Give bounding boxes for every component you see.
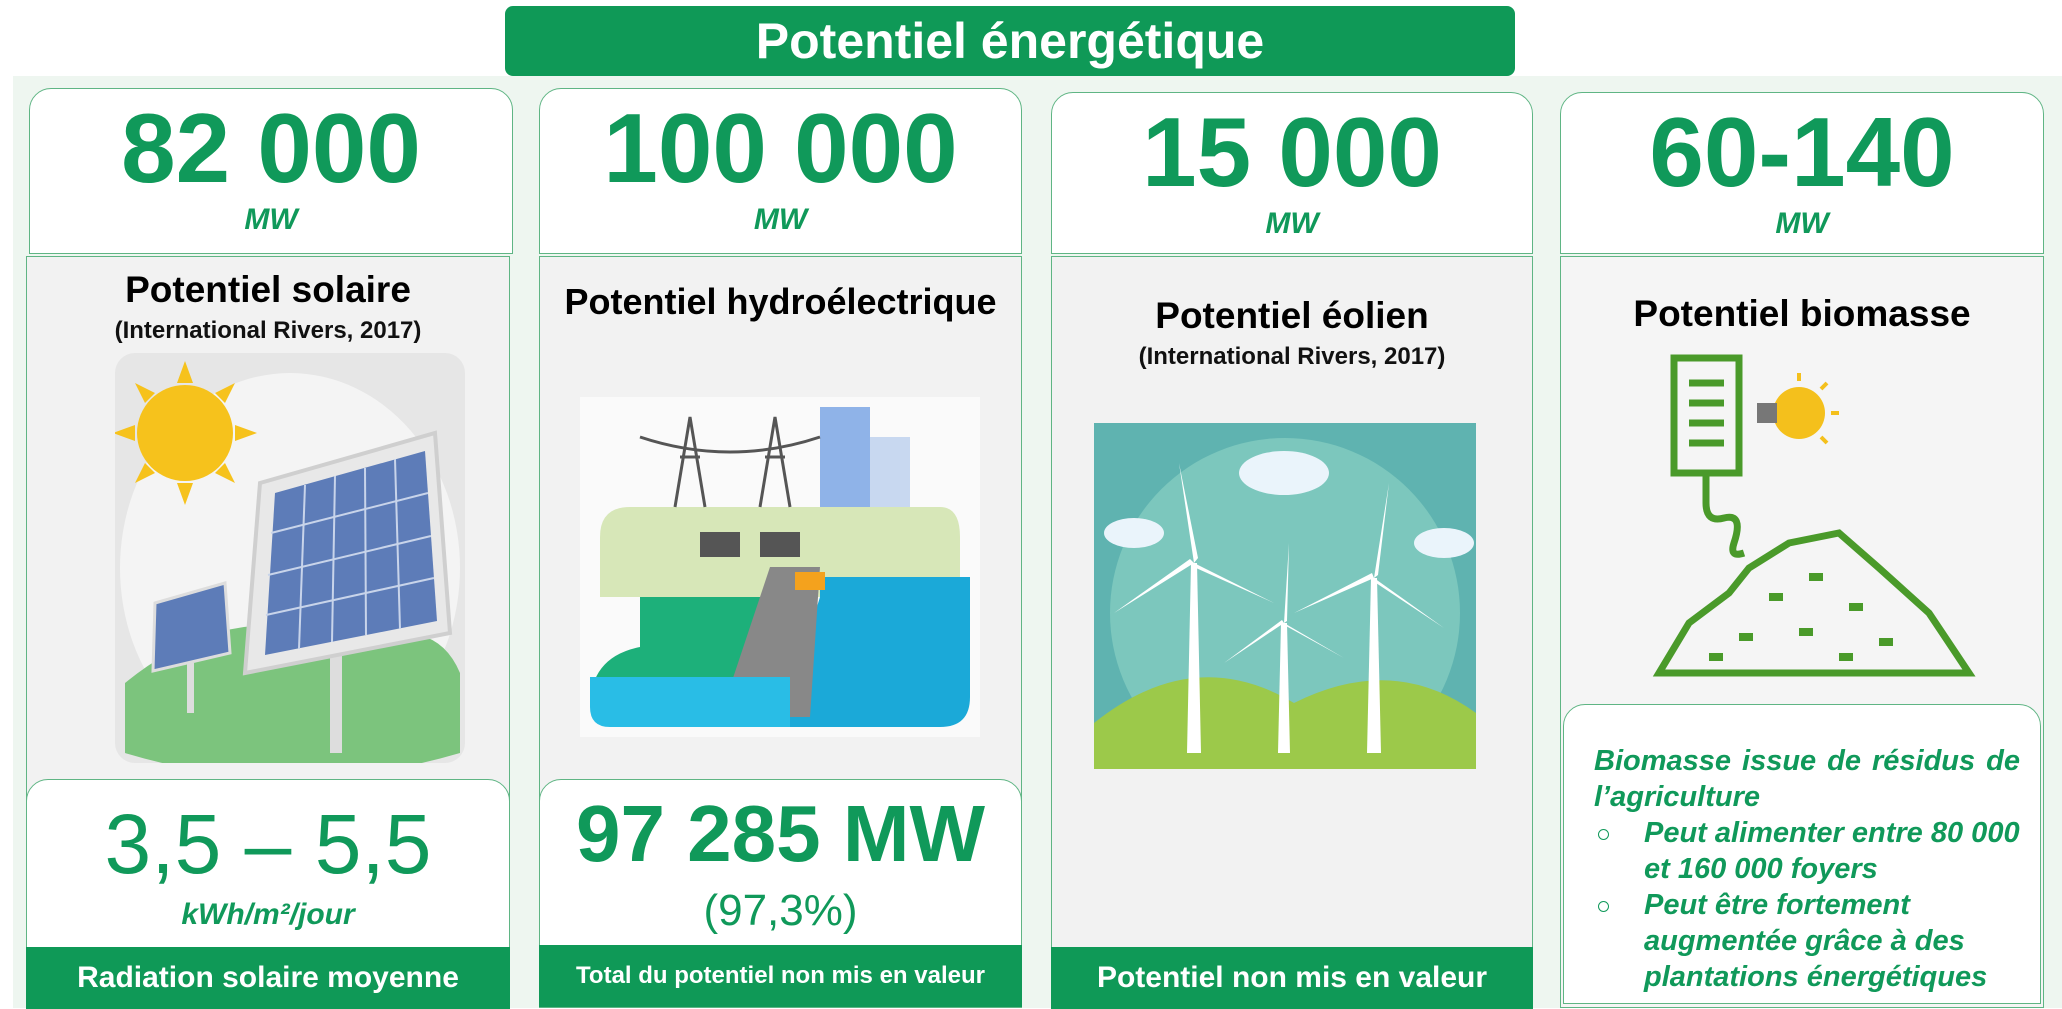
- value: 82 000: [30, 99, 512, 197]
- bullet-list: Peut alimenter entre 80 000 et 160 000 f…: [1594, 815, 2020, 995]
- solar-illustration: [115, 353, 465, 763]
- unit: MW: [1561, 207, 2043, 241]
- value: 100 000: [540, 99, 1021, 197]
- footer: Potentiel non mis en valeur: [1051, 947, 1533, 1009]
- card-body: Potentiel hydroélectrique 97 285 MW (97,…: [539, 256, 1022, 1008]
- sub-value: 97 285 MW: [540, 794, 1021, 874]
- card-body: Potentiel biomasse Biomasse issue de rés…: [1560, 256, 2044, 1008]
- heading: Potentiel éolien: [1052, 295, 1532, 337]
- biomass-illustration: [1649, 353, 1979, 683]
- value-box: 82 000 MW: [29, 88, 513, 254]
- unit: MW: [1052, 207, 1532, 241]
- value-box: 15 000 MW: [1051, 92, 1533, 254]
- sub-note: (97,3%): [540, 886, 1021, 936]
- sub-box: 3,5 – 5,5 kWh/m²/jour: [26, 779, 510, 949]
- sub-box: 97 285 MW (97,3%): [539, 779, 1022, 949]
- unit: MW: [30, 203, 512, 237]
- card-body: Potentiel éolien (International Rivers, …: [1051, 256, 1533, 1008]
- unit: MW: [540, 203, 1021, 237]
- hydro-illustration: [580, 397, 980, 737]
- note-box: Biomasse issue de résidus de l’agricultu…: [1563, 704, 2041, 1004]
- value-box: 100 000 MW: [539, 88, 1022, 254]
- sub-value: 3,5 – 5,5: [27, 802, 509, 886]
- bullet-item: Peut alimenter entre 80 000 et 160 000 f…: [1594, 815, 2020, 887]
- page: Potentiel énergétique 82 000 MW Potentie…: [0, 0, 2062, 1008]
- page-title: Potentiel énergétique: [505, 6, 1515, 76]
- footer: Total du potentiel non mis en valeur: [539, 945, 1022, 1007]
- value: 60-140: [1561, 103, 2043, 201]
- value: 15 000: [1052, 103, 1532, 201]
- note: Biomasse issue de résidus de l’agricultu…: [1594, 743, 2020, 815]
- source: (International Rivers, 2017): [1052, 343, 1532, 371]
- heading: Potentiel hydroélectrique: [540, 281, 1021, 323]
- wind-illustration: [1094, 423, 1476, 769]
- sub-unit: kWh/m²/jour: [27, 898, 509, 932]
- card-body: Potentiel solaire (International Rivers,…: [26, 256, 510, 1008]
- source: (International Rivers, 2017): [27, 317, 509, 345]
- value-box: 60-140 MW: [1560, 92, 2044, 254]
- bullet-item: Peut être fortement augmentée grâce à de…: [1594, 887, 2020, 995]
- heading: Potentiel solaire: [27, 269, 509, 311]
- heading: Potentiel biomasse: [1561, 293, 2043, 335]
- footer: Radiation solaire moyenne: [26, 947, 510, 1009]
